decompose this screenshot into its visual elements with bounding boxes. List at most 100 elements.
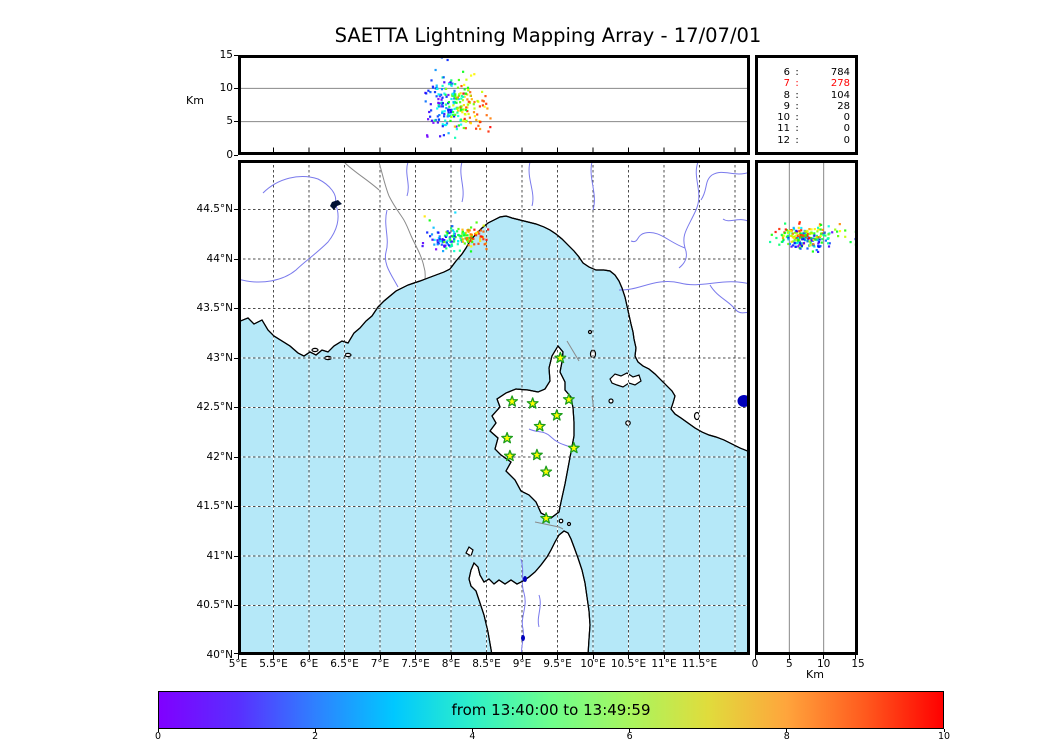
vhf-source-point	[452, 111, 455, 114]
hyeres-island-1	[311, 347, 319, 353]
vhf-source-point	[441, 84, 444, 87]
vhf-source-point	[451, 82, 454, 85]
vhf-source-point	[459, 108, 462, 111]
vhf-source-point	[461, 111, 464, 114]
vhf-source-point	[813, 228, 816, 231]
maddalena-island-2	[566, 521, 572, 527]
vhf-source-point	[806, 233, 810, 236]
vhf-source-point	[443, 115, 446, 118]
vhf-source-point	[446, 239, 449, 242]
vhf-source-point	[483, 243, 486, 246]
vhf-source-point	[784, 228, 787, 231]
vhf-source-point	[810, 237, 813, 240]
vhf-source-point	[437, 104, 440, 107]
vhf-source-point	[448, 236, 451, 239]
vhf-source-point	[443, 239, 446, 242]
vhf-source-point	[819, 228, 822, 231]
vhf-source-point	[486, 107, 489, 110]
vhf-source-point	[844, 235, 847, 238]
vhf-source-point	[421, 242, 425, 245]
vhf-source-point	[445, 123, 448, 127]
vhf-source-point	[439, 135, 442, 138]
station-id: 11	[777, 123, 790, 135]
sardinia-lake-2	[521, 635, 525, 641]
lat-tick-label: 43.5°N	[196, 302, 233, 314]
lat-tick-label: 44°N	[206, 252, 233, 265]
rivers	[238, 161, 750, 655]
lma-station-star	[526, 397, 539, 409]
vhf-source-point	[813, 232, 816, 235]
vhf-source-point	[802, 238, 805, 241]
vhf-source-point	[438, 102, 441, 105]
vhf-source-point	[820, 241, 823, 244]
lat-tick-label: 40.5°N	[196, 599, 233, 611]
colorbar-time-range-label: from 13:40:00 to 13:49:59	[451, 701, 651, 719]
vhf-source-point	[460, 94, 463, 98]
vhf-source-point	[460, 97, 463, 100]
vhf-source-point	[459, 119, 462, 122]
lma-station-star	[567, 441, 580, 454]
vhf-source-point	[440, 93, 443, 96]
vhf-source-point	[453, 97, 456, 100]
vhf-source-point	[801, 232, 804, 235]
colorbar-tick-mark	[629, 729, 631, 732]
vhf-source-point	[484, 95, 487, 98]
vhf-source-point	[456, 111, 459, 114]
vhf-source-point	[465, 106, 468, 109]
vhf-source-point	[466, 106, 469, 109]
colorbar-tick-label: 10	[937, 731, 951, 742]
vhf-source-point	[452, 104, 455, 107]
colon: :	[795, 78, 799, 90]
vhf-source-point	[810, 239, 813, 242]
vhf-source-point	[450, 243, 453, 246]
vhf-source-point	[485, 114, 488, 117]
giglio-island	[693, 411, 701, 421]
map-frame	[238, 160, 750, 655]
vhf-source-point	[469, 233, 472, 236]
vhf-source-point	[462, 234, 465, 237]
vhf-source-point	[462, 92, 465, 95]
vhf-source-point	[794, 231, 797, 234]
vhf-source-point	[430, 119, 433, 122]
vhf-source-point	[778, 227, 781, 231]
vhf-source-point	[778, 243, 781, 246]
vhf-source-point	[451, 225, 454, 228]
colorbar-tick-mark	[943, 729, 945, 732]
vhf-source-point	[467, 112, 470, 116]
vhf-source-point	[792, 240, 795, 243]
lat-tick-mark	[234, 308, 238, 309]
vhf-source-point	[457, 114, 460, 118]
vhf-source-point	[813, 245, 816, 248]
vhf-source-point	[836, 230, 839, 233]
vhf-source-point	[782, 234, 785, 237]
vhf-source-point	[815, 234, 818, 237]
vhf-source-point	[440, 105, 443, 108]
lon-tick-mark	[592, 655, 594, 659]
lon-tick-label: 7°E	[370, 658, 390, 670]
vhf-source-point	[436, 87, 439, 90]
vhf-source-point	[436, 115, 439, 118]
lon-tick-label: 10.5°E	[610, 658, 647, 670]
vhf-source-point	[454, 95, 457, 98]
vhf-source-point	[793, 239, 797, 242]
vhf-source-point	[810, 228, 813, 231]
vhf-source-point	[828, 242, 831, 245]
vhf-source-point	[434, 68, 437, 72]
vhf-source-point	[807, 236, 811, 240]
vhf-source-point	[441, 111, 444, 114]
lon-tick-label: 10°E	[580, 658, 606, 670]
vhf-source-point	[457, 78, 460, 82]
vhf-source-point	[436, 239, 439, 242]
vhf-source-point	[445, 230, 448, 234]
vhf-source-point	[447, 93, 450, 97]
vhf-source-point	[430, 233, 434, 236]
vhf-source-point	[437, 93, 440, 96]
vhf-source-point	[456, 230, 459, 233]
vhf-source-point	[800, 244, 803, 247]
vhf-source-point	[441, 96, 444, 99]
station-id: 7	[783, 78, 790, 90]
vhf-source-point	[470, 74, 473, 77]
vhf-source-point	[795, 242, 798, 245]
vhf-source-point	[438, 93, 441, 97]
vhf-source-point	[795, 232, 798, 235]
